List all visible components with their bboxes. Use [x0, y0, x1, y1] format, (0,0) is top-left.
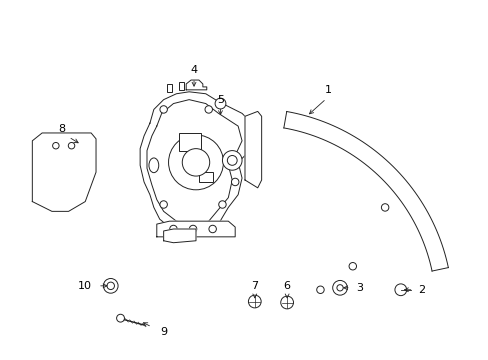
Text: 1: 1	[324, 85, 331, 95]
Circle shape	[231, 178, 239, 186]
Polygon shape	[157, 221, 235, 237]
Circle shape	[182, 149, 209, 176]
Circle shape	[160, 201, 167, 208]
Polygon shape	[244, 111, 261, 188]
Circle shape	[332, 280, 346, 295]
Circle shape	[316, 286, 324, 293]
Circle shape	[103, 279, 118, 293]
Circle shape	[116, 314, 124, 322]
Text: 8: 8	[58, 124, 65, 134]
Circle shape	[168, 135, 223, 190]
Bar	[179, 82, 183, 90]
Circle shape	[189, 225, 196, 233]
Bar	[167, 84, 172, 92]
Circle shape	[348, 262, 356, 270]
Text: 4: 4	[190, 65, 197, 75]
Circle shape	[394, 284, 406, 296]
Text: 7: 7	[251, 281, 258, 291]
Polygon shape	[163, 229, 196, 243]
Circle shape	[280, 296, 293, 309]
Text: 2: 2	[417, 285, 424, 295]
Polygon shape	[186, 80, 206, 90]
Text: 3: 3	[355, 283, 363, 293]
Text: 6: 6	[283, 281, 290, 291]
Circle shape	[215, 98, 225, 109]
Circle shape	[53, 143, 59, 149]
Circle shape	[169, 225, 177, 233]
Circle shape	[218, 201, 226, 208]
Circle shape	[160, 106, 167, 113]
FancyBboxPatch shape	[179, 133, 201, 150]
Polygon shape	[283, 112, 447, 271]
FancyBboxPatch shape	[199, 172, 212, 182]
Ellipse shape	[149, 158, 159, 173]
Text: 10: 10	[78, 281, 92, 291]
Circle shape	[248, 295, 261, 308]
Text: 9: 9	[160, 327, 167, 337]
Circle shape	[68, 143, 75, 149]
Polygon shape	[32, 133, 96, 211]
Text: 5: 5	[217, 95, 224, 105]
Circle shape	[208, 225, 216, 233]
Circle shape	[222, 150, 242, 170]
Circle shape	[227, 156, 237, 165]
Circle shape	[107, 282, 114, 289]
Circle shape	[204, 106, 212, 113]
Circle shape	[336, 285, 343, 291]
Polygon shape	[140, 92, 254, 231]
Circle shape	[381, 204, 388, 211]
